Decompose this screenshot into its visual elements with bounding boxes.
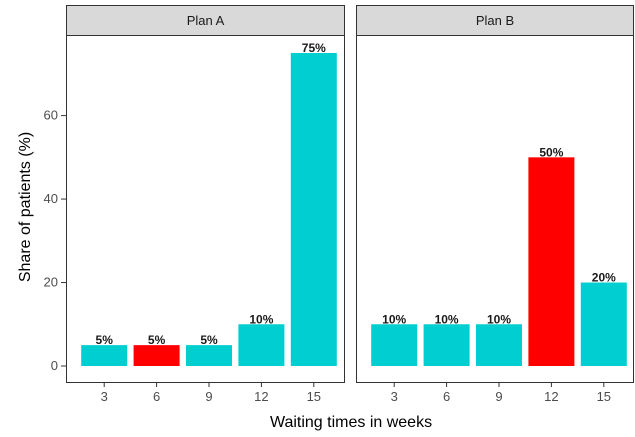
bar — [423, 324, 470, 366]
bar-data-label: 20% — [592, 271, 616, 285]
x-tick-label: 3 — [391, 389, 398, 404]
facet-strip — [356, 5, 634, 36]
bar-data-label: 5% — [200, 333, 218, 347]
y-axis: 0 20 40 60 — [44, 108, 66, 373]
bar — [580, 282, 627, 366]
panel-border — [356, 35, 634, 383]
bar-data-label: 5% — [148, 333, 166, 347]
y-axis-title: Share of patients (%) — [17, 132, 34, 282]
bar — [81, 345, 128, 366]
bar-data-label: 10% — [435, 312, 459, 326]
facet-strip — [66, 5, 345, 36]
facet-strip-label: Plan B — [476, 13, 514, 28]
bar — [133, 345, 180, 366]
x-tick-label: 9 — [495, 389, 502, 404]
x-tick-label: 15 — [597, 389, 611, 404]
x-tick-label: 12 — [544, 389, 558, 404]
facet-strip-label: Plan A — [187, 13, 225, 28]
bar — [290, 53, 337, 366]
bar — [528, 157, 575, 366]
bar — [238, 324, 285, 366]
bar-data-label: 75% — [302, 41, 326, 55]
facet-panels: Plan A 5% 3 5% 6 5% 9 10% 12 75% 15 Plan B 10% 3 10% 6 1… — [66, 5, 634, 404]
bar — [186, 345, 232, 366]
facet-panel: Plan B 10% 3 10% 6 10% 9 50% 12 20% 15 — [356, 5, 634, 404]
x-axis-title: Waiting times in weeks — [270, 414, 432, 431]
y-tick-label: 60 — [44, 108, 58, 123]
y-tick-label: 40 — [44, 191, 58, 206]
bar-data-label: 10% — [487, 312, 511, 326]
bar-data-label: 10% — [249, 312, 273, 326]
x-tick-label: 3 — [101, 389, 108, 404]
panel-border — [66, 35, 345, 383]
y-tick-label: 20 — [44, 275, 58, 290]
x-tick-label: 12 — [254, 389, 268, 404]
x-tick-label: 9 — [205, 389, 212, 404]
bar — [476, 324, 522, 366]
bar-data-label: 50% — [539, 145, 563, 159]
facet-panel: Plan A 5% 3 5% 6 5% 9 10% 12 75% 15 — [66, 5, 345, 404]
bar-data-label: 5% — [96, 333, 114, 347]
y-tick-label: 0 — [51, 358, 58, 373]
bar — [371, 324, 418, 366]
x-tick-label: 6 — [443, 389, 450, 404]
x-tick-label: 6 — [153, 389, 160, 404]
x-tick-label: 15 — [307, 389, 321, 404]
bar-data-label: 10% — [382, 312, 406, 326]
